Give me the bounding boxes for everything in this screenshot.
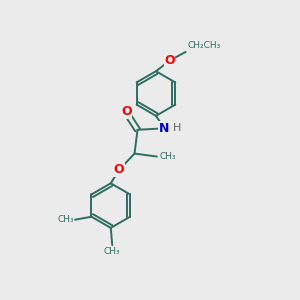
Text: O: O [164, 54, 175, 67]
Text: CH₃: CH₃ [57, 215, 74, 224]
Text: O: O [114, 164, 124, 176]
Text: O: O [121, 106, 131, 118]
Text: CH₃: CH₃ [104, 248, 121, 256]
Text: H: H [172, 123, 181, 133]
Text: N: N [159, 122, 169, 135]
Text: CH₃: CH₃ [159, 152, 176, 161]
Text: CH₂CH₃: CH₂CH₃ [187, 41, 220, 50]
